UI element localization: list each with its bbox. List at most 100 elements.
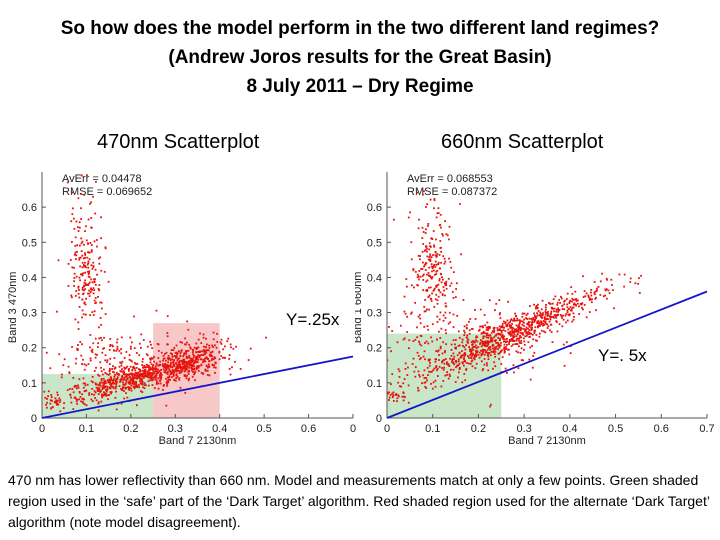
data-point — [56, 400, 58, 403]
data-point — [60, 373, 63, 376]
data-point — [487, 355, 490, 358]
data-point — [465, 344, 468, 347]
data-point — [480, 360, 483, 363]
data-point — [424, 249, 427, 251]
data-point — [202, 359, 205, 362]
data-point — [402, 338, 405, 341]
data-point — [118, 349, 121, 352]
data-point — [128, 354, 131, 357]
data-point — [83, 194, 86, 196]
data-point — [388, 391, 390, 394]
data-point — [141, 391, 144, 394]
data-point — [501, 335, 504, 337]
data-point — [80, 250, 83, 253]
data-point — [461, 341, 464, 344]
data-point — [442, 314, 445, 317]
data-point — [195, 351, 197, 354]
data-point — [428, 294, 431, 297]
data-point — [142, 375, 145, 378]
data-point — [101, 373, 104, 376]
data-point — [455, 288, 457, 290]
y-tick-label: 0.1 — [22, 378, 37, 390]
data-point — [506, 343, 508, 346]
data-point — [421, 193, 424, 196]
data-point — [151, 365, 154, 368]
data-point — [98, 257, 100, 260]
data-point — [491, 337, 494, 340]
data-point — [86, 263, 89, 266]
data-point — [516, 343, 519, 345]
data-point — [79, 244, 81, 247]
data-point — [211, 344, 214, 347]
data-point — [389, 393, 392, 396]
data-point — [146, 375, 149, 378]
data-point — [416, 351, 419, 354]
data-point — [97, 393, 100, 396]
data-point — [460, 354, 463, 357]
data-point — [168, 376, 171, 379]
data-point — [534, 307, 537, 310]
data-point — [128, 369, 130, 372]
data-point — [218, 351, 221, 354]
data-point — [216, 340, 219, 343]
data-point — [463, 331, 466, 334]
data-point — [113, 382, 116, 385]
green-shaded-region — [42, 374, 154, 418]
data-point — [201, 350, 203, 353]
data-point — [76, 226, 79, 229]
data-point — [394, 394, 397, 397]
data-point — [174, 379, 177, 382]
data-point — [562, 314, 564, 317]
data-point — [578, 313, 581, 315]
data-point — [189, 347, 192, 350]
data-point — [556, 301, 559, 304]
data-point — [116, 378, 118, 380]
data-point — [464, 360, 466, 363]
data-point — [74, 318, 77, 321]
data-point — [414, 375, 417, 378]
slide-title-line-2: (Andrew Joros results for the Great Basi… — [168, 47, 552, 68]
data-point — [114, 367, 117, 369]
data-point — [544, 331, 547, 334]
data-point — [489, 339, 492, 342]
data-point — [487, 343, 490, 346]
data-point — [220, 338, 223, 341]
data-point — [565, 341, 568, 344]
data-point — [71, 388, 74, 390]
data-point — [513, 319, 515, 321]
data-point — [91, 351, 94, 353]
data-point — [452, 361, 455, 364]
data-point — [523, 318, 526, 321]
data-point — [416, 191, 419, 194]
y-tick-label: 0.3 — [367, 308, 382, 320]
data-point — [533, 351, 536, 354]
data-point — [159, 376, 161, 379]
data-point — [533, 331, 536, 333]
data-point — [143, 372, 146, 374]
data-point — [445, 343, 448, 346]
data-point — [93, 278, 95, 281]
data-point — [157, 343, 160, 346]
data-point — [424, 310, 427, 313]
data-point — [179, 352, 182, 354]
data-point — [144, 372, 147, 375]
data-point — [181, 369, 183, 372]
data-point — [486, 326, 489, 329]
data-point — [113, 349, 116, 352]
data-point — [78, 378, 81, 381]
data-point — [204, 369, 207, 372]
data-point — [458, 367, 461, 370]
data-point — [585, 292, 588, 295]
data-point — [119, 380, 122, 383]
data-point — [91, 375, 94, 378]
data-point — [160, 369, 162, 371]
data-point — [141, 364, 143, 366]
data-point — [428, 370, 430, 373]
data-point — [596, 287, 598, 290]
data-point — [206, 374, 209, 376]
data-point — [443, 257, 446, 260]
data-point — [109, 384, 112, 386]
data-point — [186, 320, 189, 323]
data-point — [111, 379, 114, 382]
data-point — [176, 375, 179, 378]
